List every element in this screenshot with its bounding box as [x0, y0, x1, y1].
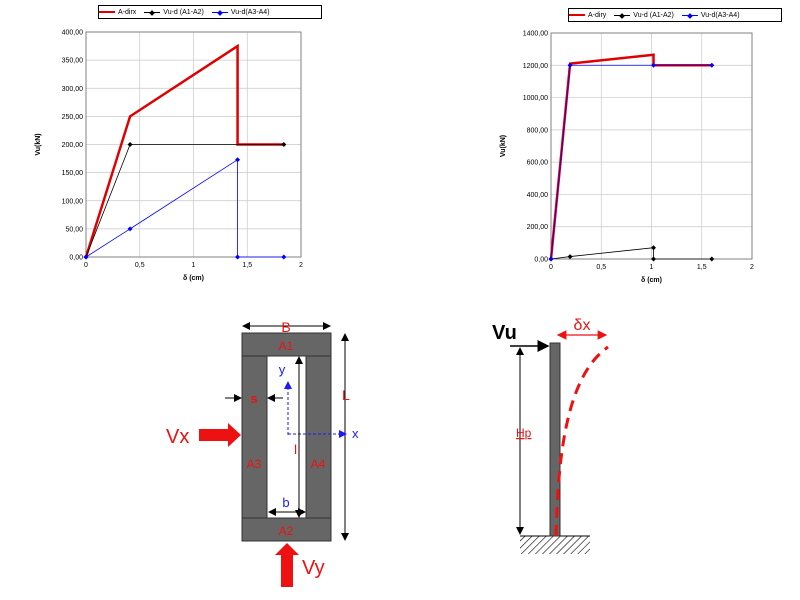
y-tick-label: 100,00	[62, 198, 84, 205]
chart-1-legend: A-dirx Vu-d (A1-A2) Vu-d(A3-A4)	[98, 5, 322, 19]
series-line-2	[550, 247, 712, 260]
series-line-1	[549, 53, 712, 260]
label-b-inner: b	[282, 495, 289, 510]
label-a3: A3	[247, 457, 262, 471]
x-tick-label: 2	[750, 264, 754, 271]
data-point	[548, 256, 554, 262]
chart-2: A-diry Vu-d (A1-A2) Vu-d(A3-A4) 0,00 200,…	[400, 0, 800, 300]
data-point	[281, 254, 287, 260]
y-tick-label: 1000,00	[523, 95, 548, 102]
chart-1: A-dirx Vu-d (A1-A2) Vu-d(A3-A4) 0,00 50,0…	[0, 0, 400, 300]
deflected-shape	[554, 345, 609, 537]
x-tick-label: 2	[299, 262, 303, 269]
data-point	[709, 256, 715, 262]
x-tick-label: 1	[192, 262, 196, 269]
y-tick-label: 600,00	[527, 160, 549, 167]
data-point	[235, 157, 241, 163]
x-tick-label: 1,5	[242, 262, 252, 269]
data-point	[651, 245, 657, 251]
y-tick-label: 300,00	[62, 86, 84, 93]
x-tick-label: 0,5	[135, 262, 145, 269]
web-a3	[241, 355, 268, 519]
y-tick-label: 0,00	[534, 257, 548, 264]
web-a4	[305, 355, 332, 519]
data-point	[127, 142, 133, 147]
y-tick-label: 350,00	[62, 58, 84, 65]
label-s: s	[250, 391, 257, 406]
plot-frame	[85, 31, 302, 258]
x-tick-label: 0,5	[596, 264, 606, 271]
label-l: L	[342, 387, 350, 403]
label-hp: Hp	[516, 426, 532, 440]
x-axis-label: δ (cm)	[641, 277, 662, 284]
series-line-1	[84, 43, 284, 258]
y-tick-label: 1200,00	[523, 63, 548, 70]
wall-section-diagram: B L A1 A2 A3 A4 s y x l b Vx Vy	[166, 319, 359, 587]
ground-hatch	[520, 536, 590, 554]
label-vx: Vx	[166, 426, 189, 448]
series-line-3	[85, 158, 284, 258]
y-tick-label: 0,00	[69, 255, 83, 262]
y-tick-label: 50,00	[65, 226, 83, 233]
y-tick-label: 800,00	[527, 127, 549, 134]
x-tick-label: 1,5	[697, 264, 707, 271]
legend-item: Vu-d (A1-A2)	[614, 12, 674, 19]
data-point	[127, 226, 133, 232]
y-tick-label: 200,00	[527, 224, 549, 231]
legend-item: Vu-d (A1-A2)	[144, 9, 204, 16]
y-tick-label: 400,00	[527, 192, 549, 199]
y-tick-label: 250,00	[62, 114, 84, 121]
label-vy: Vy	[302, 557, 325, 579]
label-a2: A2	[279, 524, 294, 538]
label-l-inner: l	[294, 442, 297, 457]
data-point	[567, 254, 573, 260]
data-point	[567, 62, 573, 68]
chart-2-legend: A-diry Vu-d (A1-A2) Vu-d(A3-A4)	[568, 8, 782, 22]
data-point	[651, 256, 657, 262]
label-y: y	[279, 362, 286, 377]
data-point	[235, 254, 241, 260]
force-vy-arrow	[275, 543, 299, 587]
label-a1: A1	[279, 339, 294, 353]
series-line-3	[550, 64, 712, 260]
label-b: B	[281, 319, 290, 335]
y-tick-label: 150,00	[62, 170, 84, 177]
legend-item: Vu-d(A3-A4)	[681, 12, 740, 19]
data-point	[709, 62, 715, 68]
flange-a1	[241, 332, 332, 357]
data-point	[281, 142, 287, 147]
y-tick-label: 1400,00	[523, 31, 548, 38]
label-a4: A4	[311, 457, 326, 471]
data-point	[651, 62, 657, 68]
data-point	[83, 254, 89, 260]
flange-a2	[241, 517, 332, 542]
column-drift-diagram: Vu δx Hp	[492, 317, 609, 554]
chart-2-plot: 0,00200,00400,00600,00800,001000,001200,…	[500, 31, 754, 285]
x-tick-label: 1	[650, 264, 654, 271]
x-tick-label: 0	[549, 264, 553, 271]
x-tick-label: 0	[84, 262, 88, 269]
y-axis-label: Vu(kN)	[35, 133, 42, 155]
legend-item: Vu-d(A3-A4)	[211, 9, 270, 16]
label-vu: Vu	[492, 322, 517, 344]
legend-item: A-diry	[569, 12, 606, 19]
label-x: x	[352, 426, 359, 441]
column	[549, 342, 561, 537]
chart-1-plot: 0,00 50,00 100,00 150,00 200,00 250,00 300,00 3…	[35, 30, 303, 283]
x-axis-label: δ (cm)	[183, 275, 204, 282]
y-axis-label: Vu(kN)	[500, 135, 507, 157]
y-tick-label: 200,00	[62, 142, 84, 149]
force-vx-arrow	[199, 423, 241, 447]
label-drift: δx	[574, 317, 591, 334]
y-tick-label: 400,00	[62, 30, 84, 37]
legend-item: A-dirx	[99, 9, 136, 16]
